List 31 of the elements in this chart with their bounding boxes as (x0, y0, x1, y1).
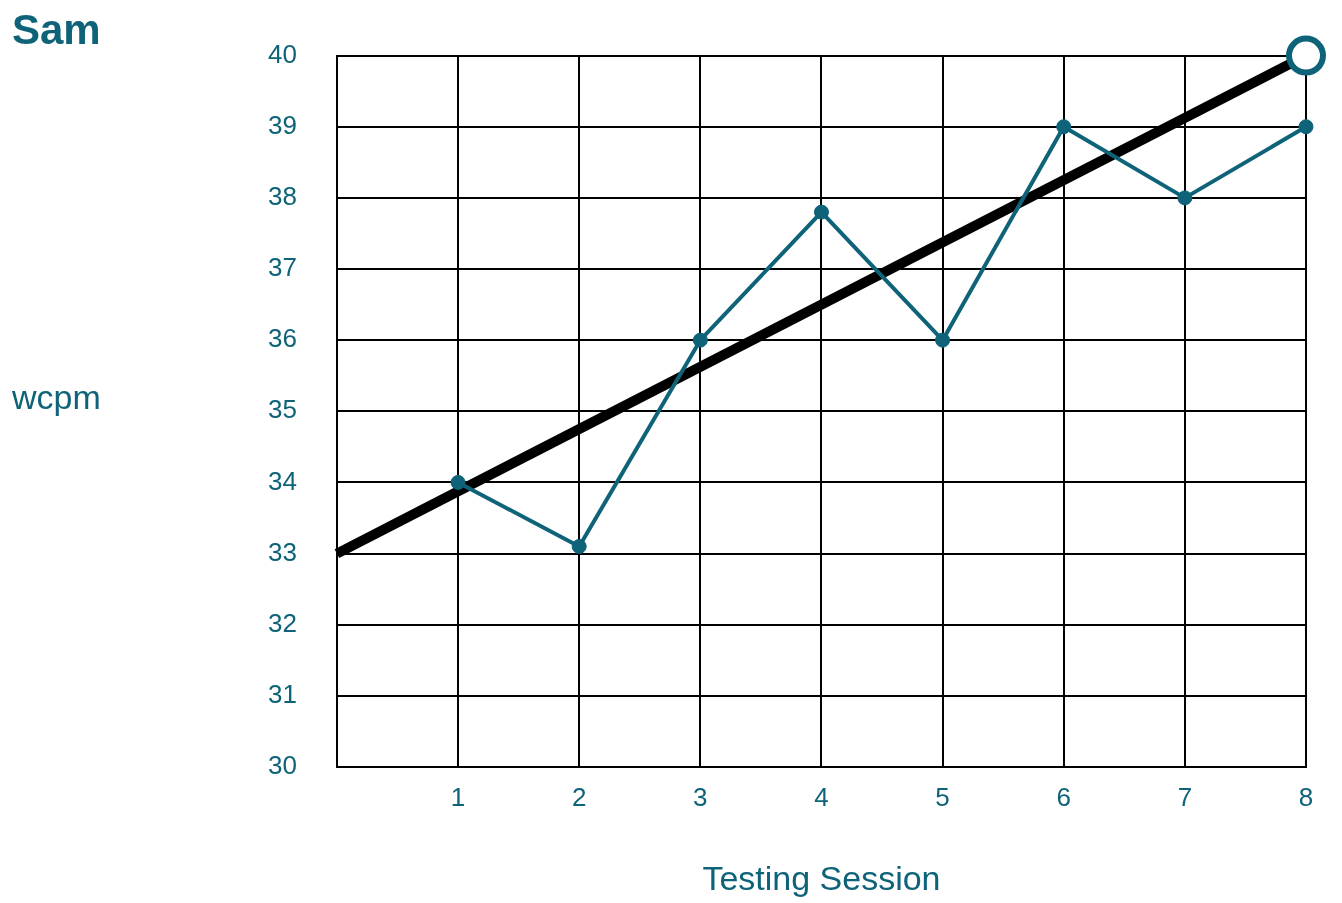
point (571, 538, 587, 554)
chart-title: Sam (12, 6, 101, 54)
x-axis-title: Testing Session (702, 858, 941, 897)
x-tick-label: 2 (571, 781, 587, 812)
point (1177, 190, 1193, 206)
x-tick-label: 7 (1177, 781, 1193, 812)
y-axis-title: wcpm (12, 378, 101, 417)
y-tick-label: 34 (268, 465, 297, 496)
point (1056, 119, 1072, 135)
y-tick-label: 40 (268, 38, 297, 69)
point (935, 332, 951, 348)
y-tick-label: 39 (268, 109, 297, 140)
point (1298, 119, 1314, 135)
y-tick-label: 38 (268, 181, 297, 212)
y-tick-label: 36 (268, 323, 297, 354)
y-tick-label: 35 (268, 394, 297, 425)
y-tick-label: 37 (268, 252, 297, 283)
y-tick-label: 33 (268, 536, 297, 567)
y-tick-label: 31 (268, 679, 297, 710)
x-tick-label: 3 (693, 781, 708, 812)
x-tick-label: 8 (1298, 781, 1314, 812)
y-tick-label: 30 (268, 750, 297, 781)
x-tick-label: 5 (935, 781, 950, 812)
x-tick-label: 4 (814, 781, 829, 812)
y-tick-label: 32 (268, 607, 297, 638)
point (450, 474, 466, 490)
point (692, 332, 708, 348)
point (813, 204, 829, 220)
x-tick-label: 6 (1056, 781, 1071, 812)
x-tick-label: 1 (450, 781, 466, 812)
point (1286, 35, 1326, 76)
